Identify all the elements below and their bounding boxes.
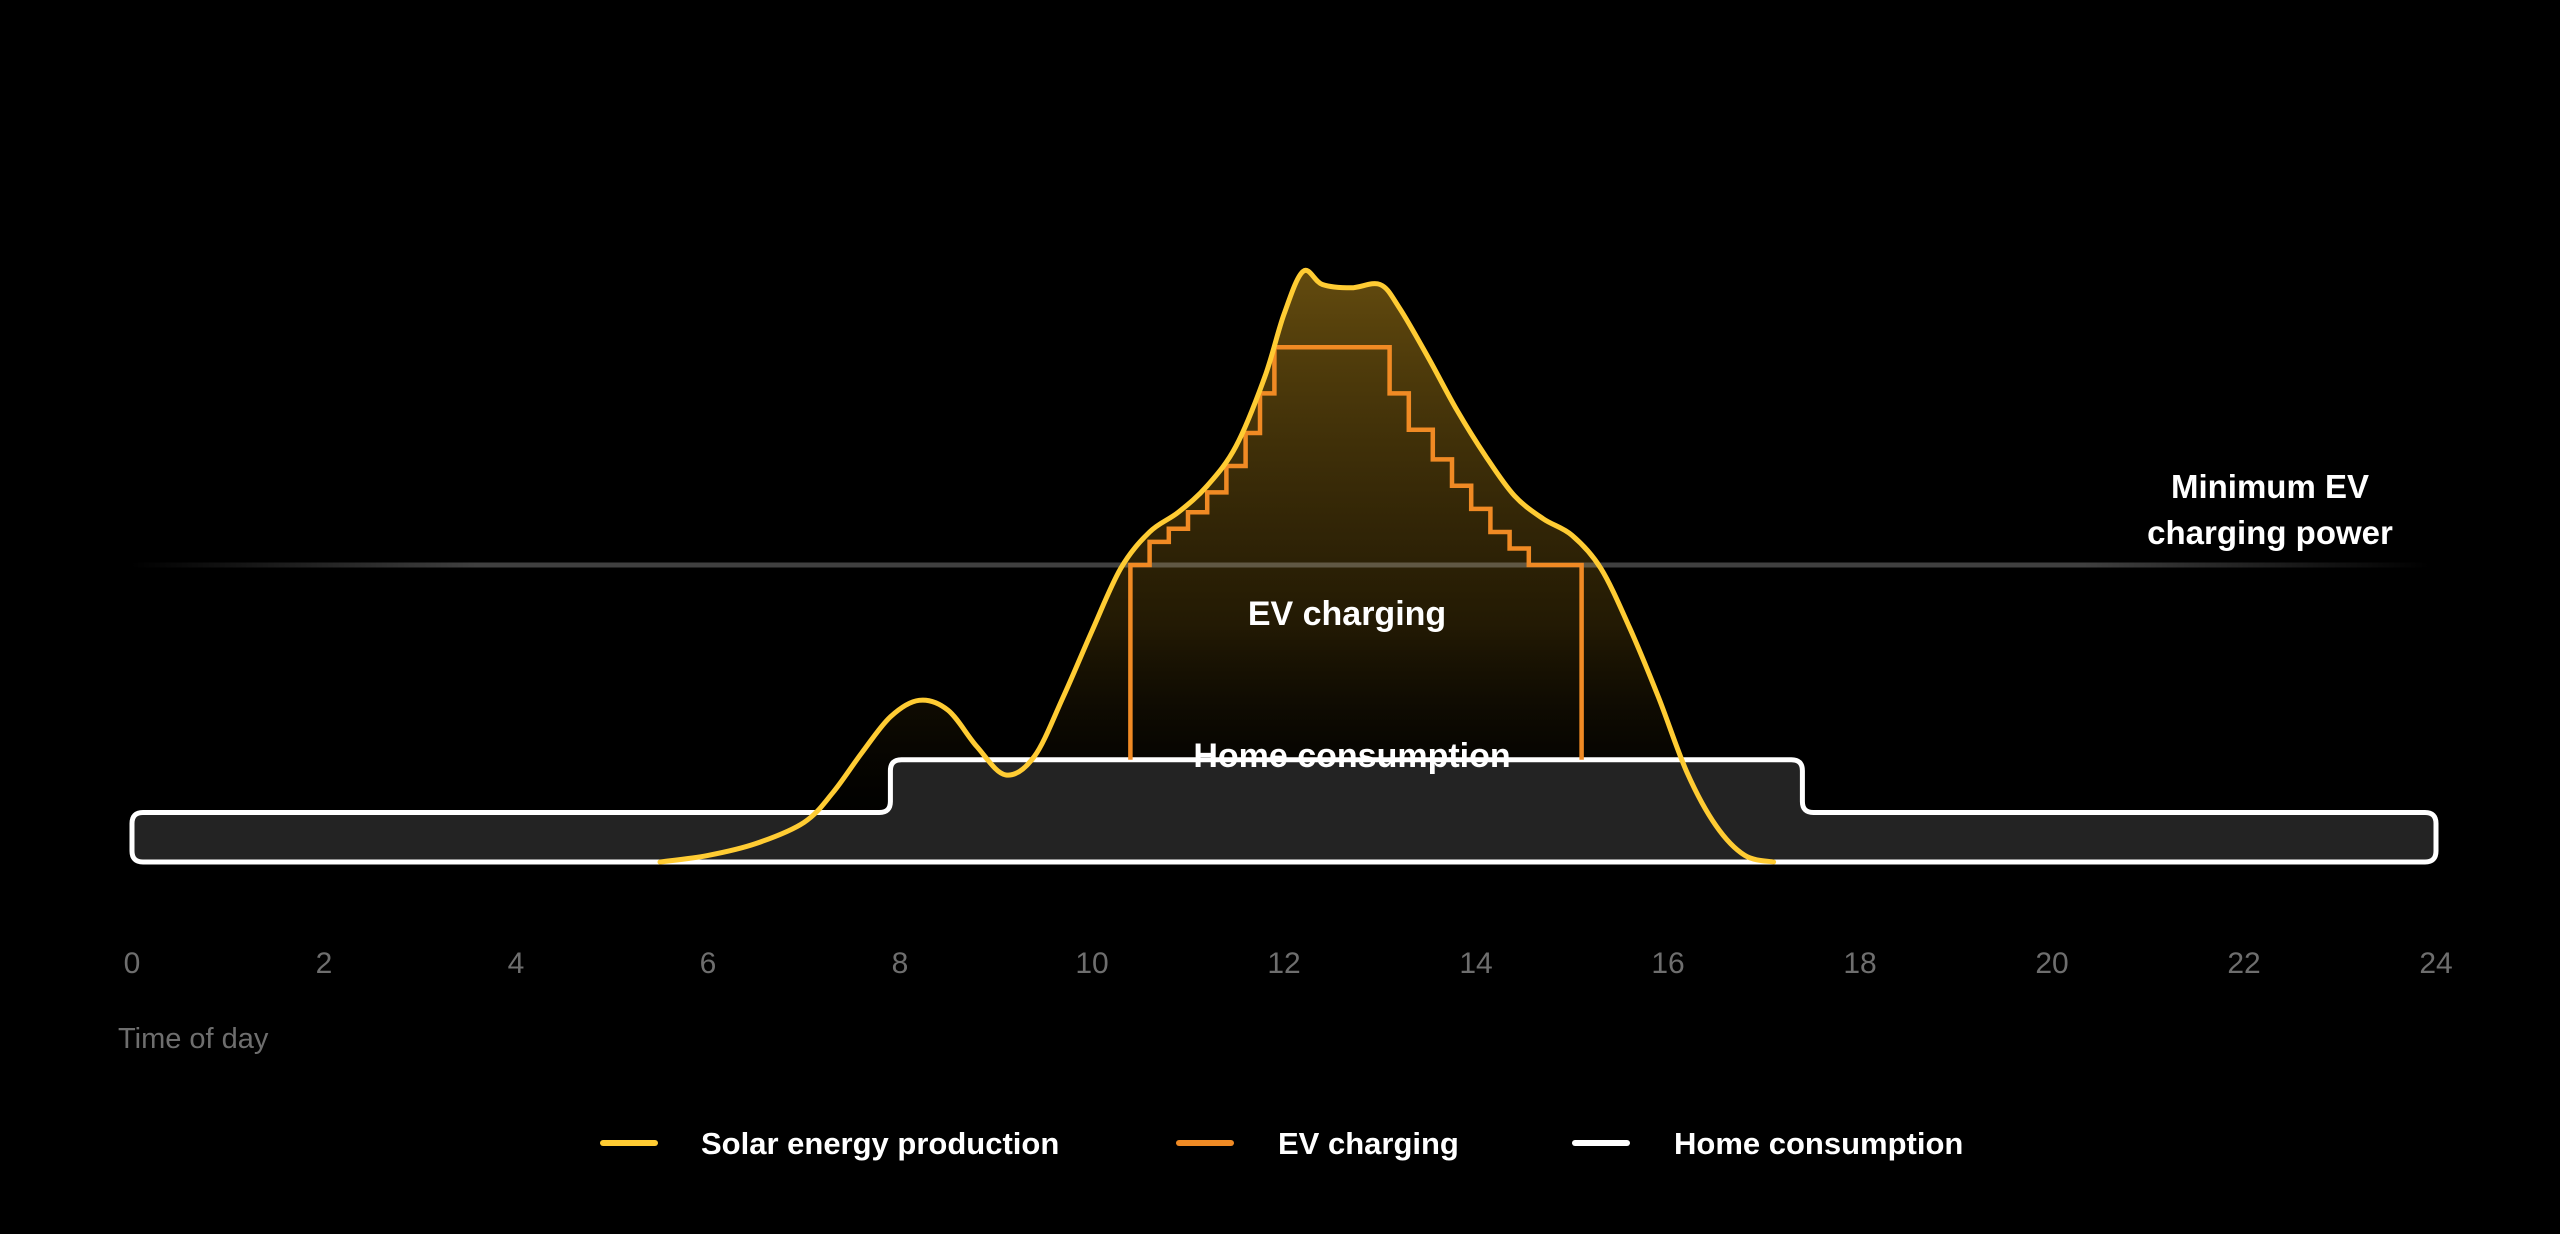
x-tick-label: 18 [1843, 947, 1876, 980]
solar-production-line [657, 267, 1777, 865]
x-tick-label: 24 [2419, 947, 2452, 980]
legend-label-solar: Solar energy production [701, 1126, 1059, 1161]
x-tick-label: 22 [2227, 947, 2260, 980]
ev-charging-line [1128, 344, 1584, 760]
x-axis-ticks: 0 2 4 6 8 10 12 14 16 18 20 22 24 [124, 947, 2453, 980]
x-tick-label: 12 [1267, 947, 1300, 980]
x-tick-label: 14 [1459, 947, 1492, 980]
x-tick-label: 10 [1075, 947, 1108, 980]
minimum-ev-charging-line [130, 562, 2430, 568]
x-tick-label: 20 [2035, 947, 2068, 980]
x-tick-label: 2 [316, 947, 333, 980]
x-axis-label: Time of day [118, 1023, 269, 1055]
ev-charging-annotation: EV charging [1248, 595, 1446, 633]
x-tick-label: 4 [508, 947, 525, 980]
x-tick-label: 8 [892, 947, 909, 980]
legend-item-ev: EV charging [1176, 1126, 1459, 1161]
x-tick-label: 0 [124, 947, 141, 980]
legend-item-solar: Solar energy production [600, 1126, 1059, 1161]
threshold-annotation: Minimum EV charging power [2147, 468, 2393, 551]
legend: Solar energy production EV charging Home… [600, 1126, 1963, 1161]
legend-swatch-ev [1176, 1140, 1234, 1146]
home-consumption-area [129, 757, 2439, 865]
legend-swatch-home [1572, 1140, 1630, 1146]
legend-swatch-solar [600, 1140, 658, 1146]
legend-item-home: Home consumption [1572, 1126, 1963, 1161]
x-tick-label: 6 [700, 947, 717, 980]
home-consumption-annotation: Home consumption [1193, 737, 1510, 775]
legend-label-home: Home consumption [1674, 1126, 1963, 1161]
x-tick-label: 16 [1651, 947, 1684, 980]
legend-label-ev: EV charging [1278, 1126, 1459, 1161]
